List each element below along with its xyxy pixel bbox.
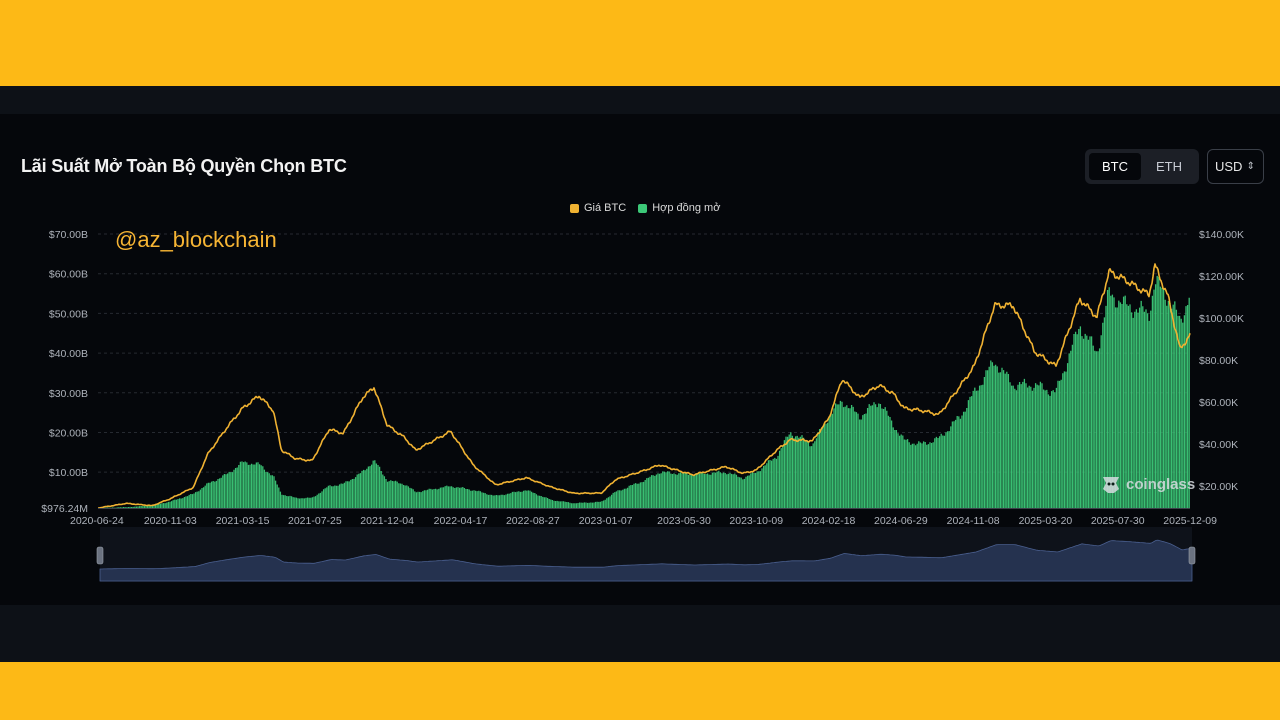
y-right-tick-label: $120.00K [1199, 271, 1244, 283]
x-tick-label: 2024-11-08 [947, 515, 1000, 527]
y-left-tick-label: $10.00B [49, 467, 88, 479]
y-left-tick-label: $40.00B [49, 348, 88, 360]
legend-swatch-open-interest [638, 203, 648, 213]
x-tick-label: 2024-02-18 [802, 515, 856, 527]
currency-value: USD [1215, 159, 1243, 174]
x-tick-label: 2021-07-25 [288, 515, 342, 527]
legend-label-open-interest: Hợp đồng mở [652, 202, 721, 214]
x-tick-label: 2023-10-09 [729, 515, 783, 527]
tab-btc[interactable]: BTC [1089, 153, 1141, 180]
watermark-text: @az_blockchain [115, 227, 277, 252]
brand-logo: coinglass [1100, 473, 1195, 495]
x-tick-label: 2022-04-17 [434, 515, 488, 527]
y-axis-right: $20.00K $40.00K $60.00K $80.00K $100.00K $120… [1199, 229, 1244, 493]
open-interest-bars [100, 275, 1190, 508]
y-right-tick-label: $80.00K [1199, 355, 1238, 367]
navigator-area [99, 539, 1193, 582]
tab-eth[interactable]: ETH [1156, 159, 1182, 174]
chevron-updown-icon: ⇕ [1246, 161, 1255, 172]
x-tick-label: 2023-01-07 [579, 515, 633, 527]
x-tick-label: 2020-11-03 [144, 515, 197, 527]
y-right-tick-label: $140.00K [1199, 229, 1244, 241]
x-tick-label: 2025-03-20 [1019, 515, 1073, 527]
x-tick-label: 2021-12-04 [360, 515, 414, 527]
open-interest-series [100, 275, 1190, 508]
legend-item-open-interest[interactable]: Hợp đồng mở [638, 202, 720, 214]
x-tick-label: 2020-06-24 [70, 515, 124, 527]
y-left-tick-label: $70.00B [49, 229, 88, 241]
y-left-tick-label: $30.00B [49, 388, 88, 400]
chart-grid [98, 233, 1190, 473]
legend-label-price: Giá BTC [584, 202, 627, 214]
y-right-tick-label: $60.00K [1199, 397, 1238, 409]
x-axis: 2020-06-24 2020-11-03 2021-03-15 2021-07-25… [70, 508, 1217, 527]
navigator-handle-left[interactable] [96, 546, 104, 565]
chart-legend: Giá BTC Hợp đồng mở [570, 201, 720, 215]
x-tick-label: 2022-08-27 [506, 515, 560, 527]
x-tick-label: 2025-12-09 [1163, 515, 1217, 527]
legend-swatch-price [570, 203, 579, 213]
y-left-tick-label: $50.00B [49, 308, 88, 320]
x-tick-label: 2021-03-15 [216, 515, 270, 527]
y-right-tick-label: $20.00K [1199, 481, 1238, 493]
legend-item-price[interactable]: Giá BTC [570, 202, 626, 214]
y-left-tick-label: $60.00B [49, 269, 88, 281]
x-tick-label: 2025-07-30 [1091, 515, 1145, 527]
navigator-handle-right[interactable] [1188, 546, 1196, 565]
x-tick-label: 2023-05-30 [657, 515, 711, 527]
brand-name: coinglass [1126, 475, 1196, 493]
x-tick-label: 2024-06-29 [874, 515, 928, 527]
page-title: Lãi Suất Mở Toàn Bộ Quyền Chọn BTC [21, 156, 347, 176]
currency-select[interactable]: USD ⇕ [1207, 149, 1264, 184]
asset-toggle: BTC ETH [1085, 149, 1199, 184]
y-right-tick-label: $100.00K [1199, 313, 1244, 325]
y-right-tick-label: $40.00K [1199, 439, 1238, 451]
coinglass-icon [1103, 477, 1119, 493]
y-axis-left: $976.24M $10.00B $20.00B $30.00B $40.00B $50.… [41, 229, 88, 515]
y-left-tick-label: $976.24M [41, 503, 88, 515]
range-navigator [96, 527, 1196, 582]
price-series [98, 263, 1191, 509]
price-line [98, 263, 1191, 509]
y-left-tick-label: $20.00B [49, 427, 88, 439]
chart-panel [0, 114, 1280, 605]
